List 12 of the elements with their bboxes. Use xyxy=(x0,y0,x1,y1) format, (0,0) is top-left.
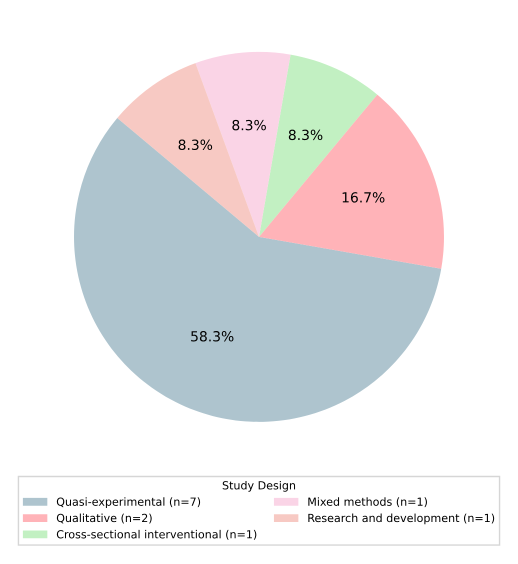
legend-label: Quasi-experimental (n=7) xyxy=(56,497,200,508)
data-label: 8.3% xyxy=(232,120,266,130)
legend-label: Cross-sectional interventional (n=1) xyxy=(56,530,256,540)
legend-label: Research and development (n=1) xyxy=(308,514,494,524)
data-label: 8.3% xyxy=(288,130,322,140)
legend-label: Qualitative (n=2) xyxy=(56,514,152,524)
data-label: 8.3% xyxy=(178,140,212,150)
legend-title: Study Design xyxy=(222,480,296,492)
data-label: 16.7% xyxy=(342,192,384,203)
data-label: 58.3% xyxy=(191,331,234,342)
pie-slice xyxy=(74,118,442,422)
legend-label: Mixed methods (n=1) xyxy=(308,497,427,508)
